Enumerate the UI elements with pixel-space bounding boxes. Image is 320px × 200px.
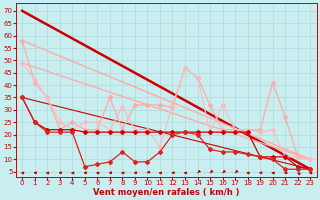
X-axis label: Vent moyen/en rafales ( km/h ): Vent moyen/en rafales ( km/h ) bbox=[93, 188, 239, 197]
